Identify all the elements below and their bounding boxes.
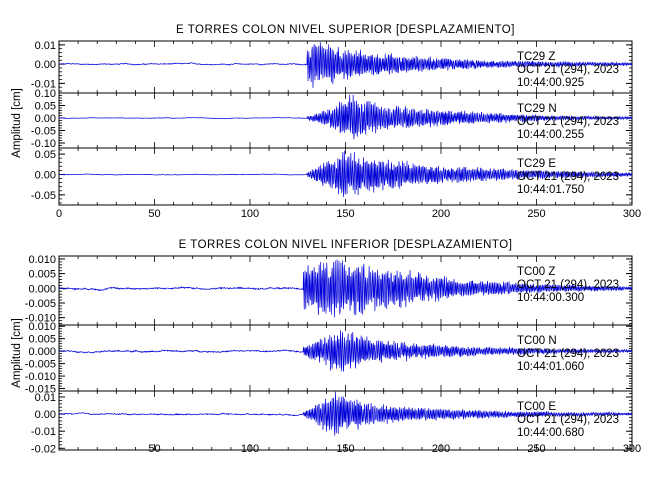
y-tick-label: -0.02 — [31, 443, 56, 455]
x-tick-label: 50 — [148, 208, 160, 220]
y-tick-label: 0.00 — [35, 409, 56, 421]
y-tick-label: -0.015 — [25, 384, 56, 396]
station-label: TC00 Z — [517, 266, 555, 278]
y-tick-label: 0.00 — [35, 169, 56, 181]
time-label: 10:44:00.255 — [517, 129, 584, 141]
x-tick-label: 300 — [623, 208, 641, 220]
y-tick-label: -0.01 — [31, 426, 56, 438]
y-tick-label: -0.05 — [31, 126, 56, 138]
seismic-trace — [58, 94, 633, 140]
seismic-trace — [58, 391, 633, 436]
time-label: 10:44:00.925 — [517, 77, 584, 89]
y-tick-label: 0.000 — [28, 346, 56, 358]
time-label: 10:44:00.680 — [517, 427, 584, 439]
x-tick-label: 0 — [56, 208, 62, 220]
x-tick-label: 150 — [336, 443, 354, 455]
y-axis-label: Amplitud [cm] — [11, 88, 23, 158]
date-label: OCT 21 (294), 2023 — [517, 64, 619, 76]
y-tick-label: 0.010 — [28, 254, 56, 266]
y-tick-label: 0.005 — [28, 269, 56, 281]
chart-title: E TORRES COLON NIVEL INFERIOR [DESPLAZAM… — [179, 239, 513, 251]
station-label: TC00 E — [517, 401, 556, 413]
y-tick-label: -0.005 — [25, 298, 56, 310]
y-tick-label: -0.10 — [31, 138, 56, 150]
y-tick-label: 0.00 — [35, 59, 56, 71]
y-tick-label: -0.010 — [25, 371, 56, 383]
time-label: 10:44:01.060 — [517, 361, 584, 373]
station-label: TC29 N — [517, 103, 557, 115]
y-tick-label: 0.010 — [28, 321, 56, 333]
x-tick-label: 100 — [241, 443, 259, 455]
seismic-trace — [58, 42, 633, 88]
y-tick-label: 0.01 — [35, 392, 56, 404]
y-tick-label: 0.00 — [35, 113, 56, 125]
y-tick-label: 0.005 — [28, 334, 56, 346]
time-label: 10:44:00.300 — [517, 292, 584, 304]
y-tick-label: 0.10 — [35, 88, 56, 100]
y-tick-label: 0.05 — [35, 149, 56, 161]
y-tick-label: -0.010 — [25, 313, 56, 325]
y-tick-label: -0.05 — [31, 190, 56, 202]
y-axis-label: Amplitud [cm] — [11, 318, 23, 388]
x-tick-label: 50 — [148, 443, 160, 455]
x-tick-label: 150 — [336, 208, 354, 220]
date-label: OCT 21 (294), 2023 — [517, 279, 619, 291]
chart-title: E TORRES COLON NIVEL SUPERIOR [DESPLAZAM… — [176, 24, 515, 36]
time-label: 10:44:01.750 — [517, 184, 584, 196]
y-tick-label: 0.01 — [35, 40, 56, 52]
x-tick-label: 250 — [527, 443, 545, 455]
date-label: OCT 21 (294), 2023 — [517, 348, 619, 360]
x-tick-label: 300 — [623, 443, 641, 455]
seismic-trace — [58, 259, 633, 318]
seismic-trace — [58, 330, 633, 372]
date-label: OCT 21 (294), 2023 — [517, 414, 619, 426]
date-label: OCT 21 (294), 2023 — [517, 116, 619, 128]
y-tick-label: 0.000 — [28, 283, 56, 295]
station-label: TC29 Z — [517, 51, 555, 63]
y-tick-label: -0.01 — [31, 78, 56, 90]
x-tick-label: 250 — [527, 208, 545, 220]
x-tick-label: 200 — [432, 443, 450, 455]
date-label: OCT 21 (294), 2023 — [517, 171, 619, 183]
y-tick-label: 0.05 — [35, 101, 56, 113]
y-tick-label: -0.005 — [25, 359, 56, 371]
station-label: TC00 N — [517, 335, 557, 347]
x-tick-label: 100 — [241, 208, 259, 220]
seismic-trace — [58, 150, 633, 198]
x-tick-label: 200 — [432, 208, 450, 220]
station-label: TC29 E — [517, 158, 556, 170]
